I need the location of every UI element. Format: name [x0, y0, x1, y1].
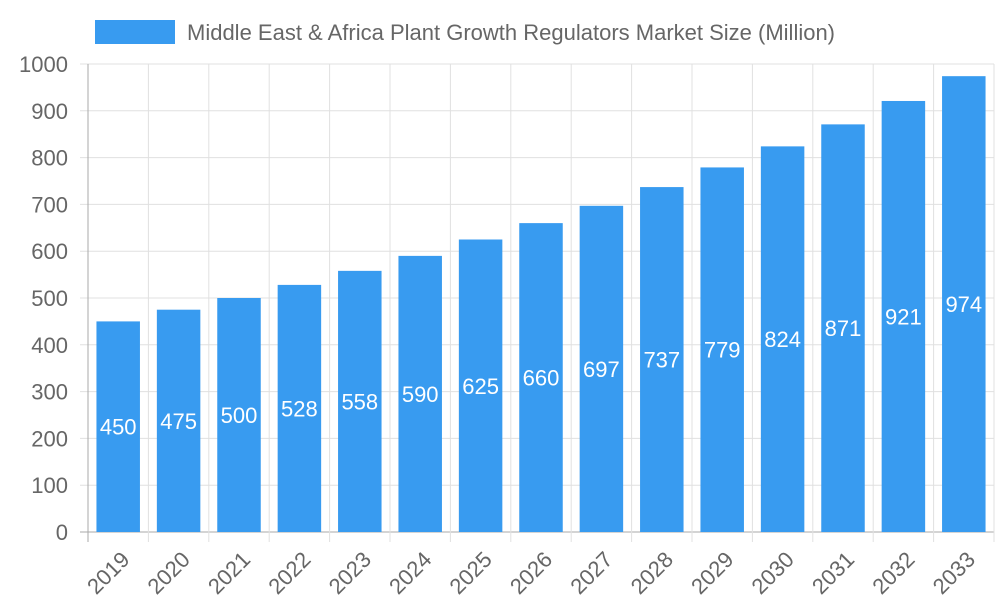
- bar: [458, 239, 503, 532]
- data-label: 475: [160, 409, 197, 434]
- x-tick-label: 2030: [747, 547, 799, 599]
- x-tick-label: 2021: [203, 547, 255, 599]
- bar: [881, 100, 926, 533]
- bar: [821, 124, 865, 532]
- y-tick-label: 900: [31, 99, 68, 124]
- data-label: 737: [643, 348, 680, 373]
- legend[interactable]: Middle East & Africa Plant Growth Regula…: [95, 20, 835, 45]
- y-tick-label: 600: [31, 239, 68, 264]
- bar: [277, 284, 322, 532]
- x-tick-label: 2028: [626, 547, 678, 599]
- data-label: 450: [100, 415, 137, 440]
- x-tick-label: 2025: [445, 547, 497, 599]
- x-tick-label: 2033: [928, 547, 980, 599]
- x-tick-label: 2027: [565, 547, 617, 599]
- bar: [579, 205, 624, 532]
- y-tick-label: 100: [31, 473, 68, 498]
- bar: [519, 223, 563, 532]
- x-tick-label: 2019: [82, 547, 134, 599]
- bar: [96, 321, 140, 532]
- y-tick-label: 200: [31, 426, 68, 451]
- x-tick-label: 2029: [686, 547, 738, 599]
- y-tick-label: 400: [31, 333, 68, 358]
- data-label: 697: [583, 357, 620, 382]
- y-tick-label: 700: [31, 192, 68, 217]
- x-tick-label: 2026: [505, 547, 557, 599]
- x-tick-label: 2020: [143, 547, 195, 599]
- data-label: 779: [704, 338, 741, 363]
- data-label: 500: [221, 403, 258, 428]
- bar: [760, 146, 805, 533]
- data-label: 558: [341, 389, 378, 414]
- bar: [700, 167, 744, 533]
- x-tick-label: 2024: [384, 547, 436, 599]
- bar: [640, 187, 684, 533]
- y-tick-label: 0: [56, 520, 68, 545]
- data-label: 871: [825, 316, 862, 341]
- data-label: 921: [885, 304, 922, 329]
- x-tick-label: 2023: [324, 547, 376, 599]
- bar: [398, 255, 442, 532]
- data-label: 625: [462, 374, 499, 399]
- x-tick-label: 2032: [867, 547, 919, 599]
- bar: [156, 309, 201, 532]
- y-tick-label: 1000: [19, 52, 68, 77]
- x-tick-label: 2031: [807, 547, 859, 599]
- y-tick-label: 300: [31, 380, 68, 405]
- bars: 450 475 500 528 558 590 625 660 697 737 779 824 871 9…: [96, 76, 986, 533]
- data-label: 824: [764, 327, 801, 352]
- bar: [217, 298, 261, 532]
- legend-swatch: [95, 20, 175, 44]
- data-label: 660: [523, 366, 560, 391]
- legend-label: Middle East & Africa Plant Growth Regula…: [187, 20, 835, 45]
- data-label: 974: [945, 292, 982, 317]
- y-tick-label: 800: [31, 146, 68, 171]
- y-tick-label: 500: [31, 286, 68, 311]
- x-tick-label: 2022: [263, 547, 315, 599]
- data-label: 528: [281, 396, 318, 421]
- bar: [942, 76, 986, 532]
- data-label: 590: [402, 382, 439, 407]
- bar: [338, 270, 382, 532]
